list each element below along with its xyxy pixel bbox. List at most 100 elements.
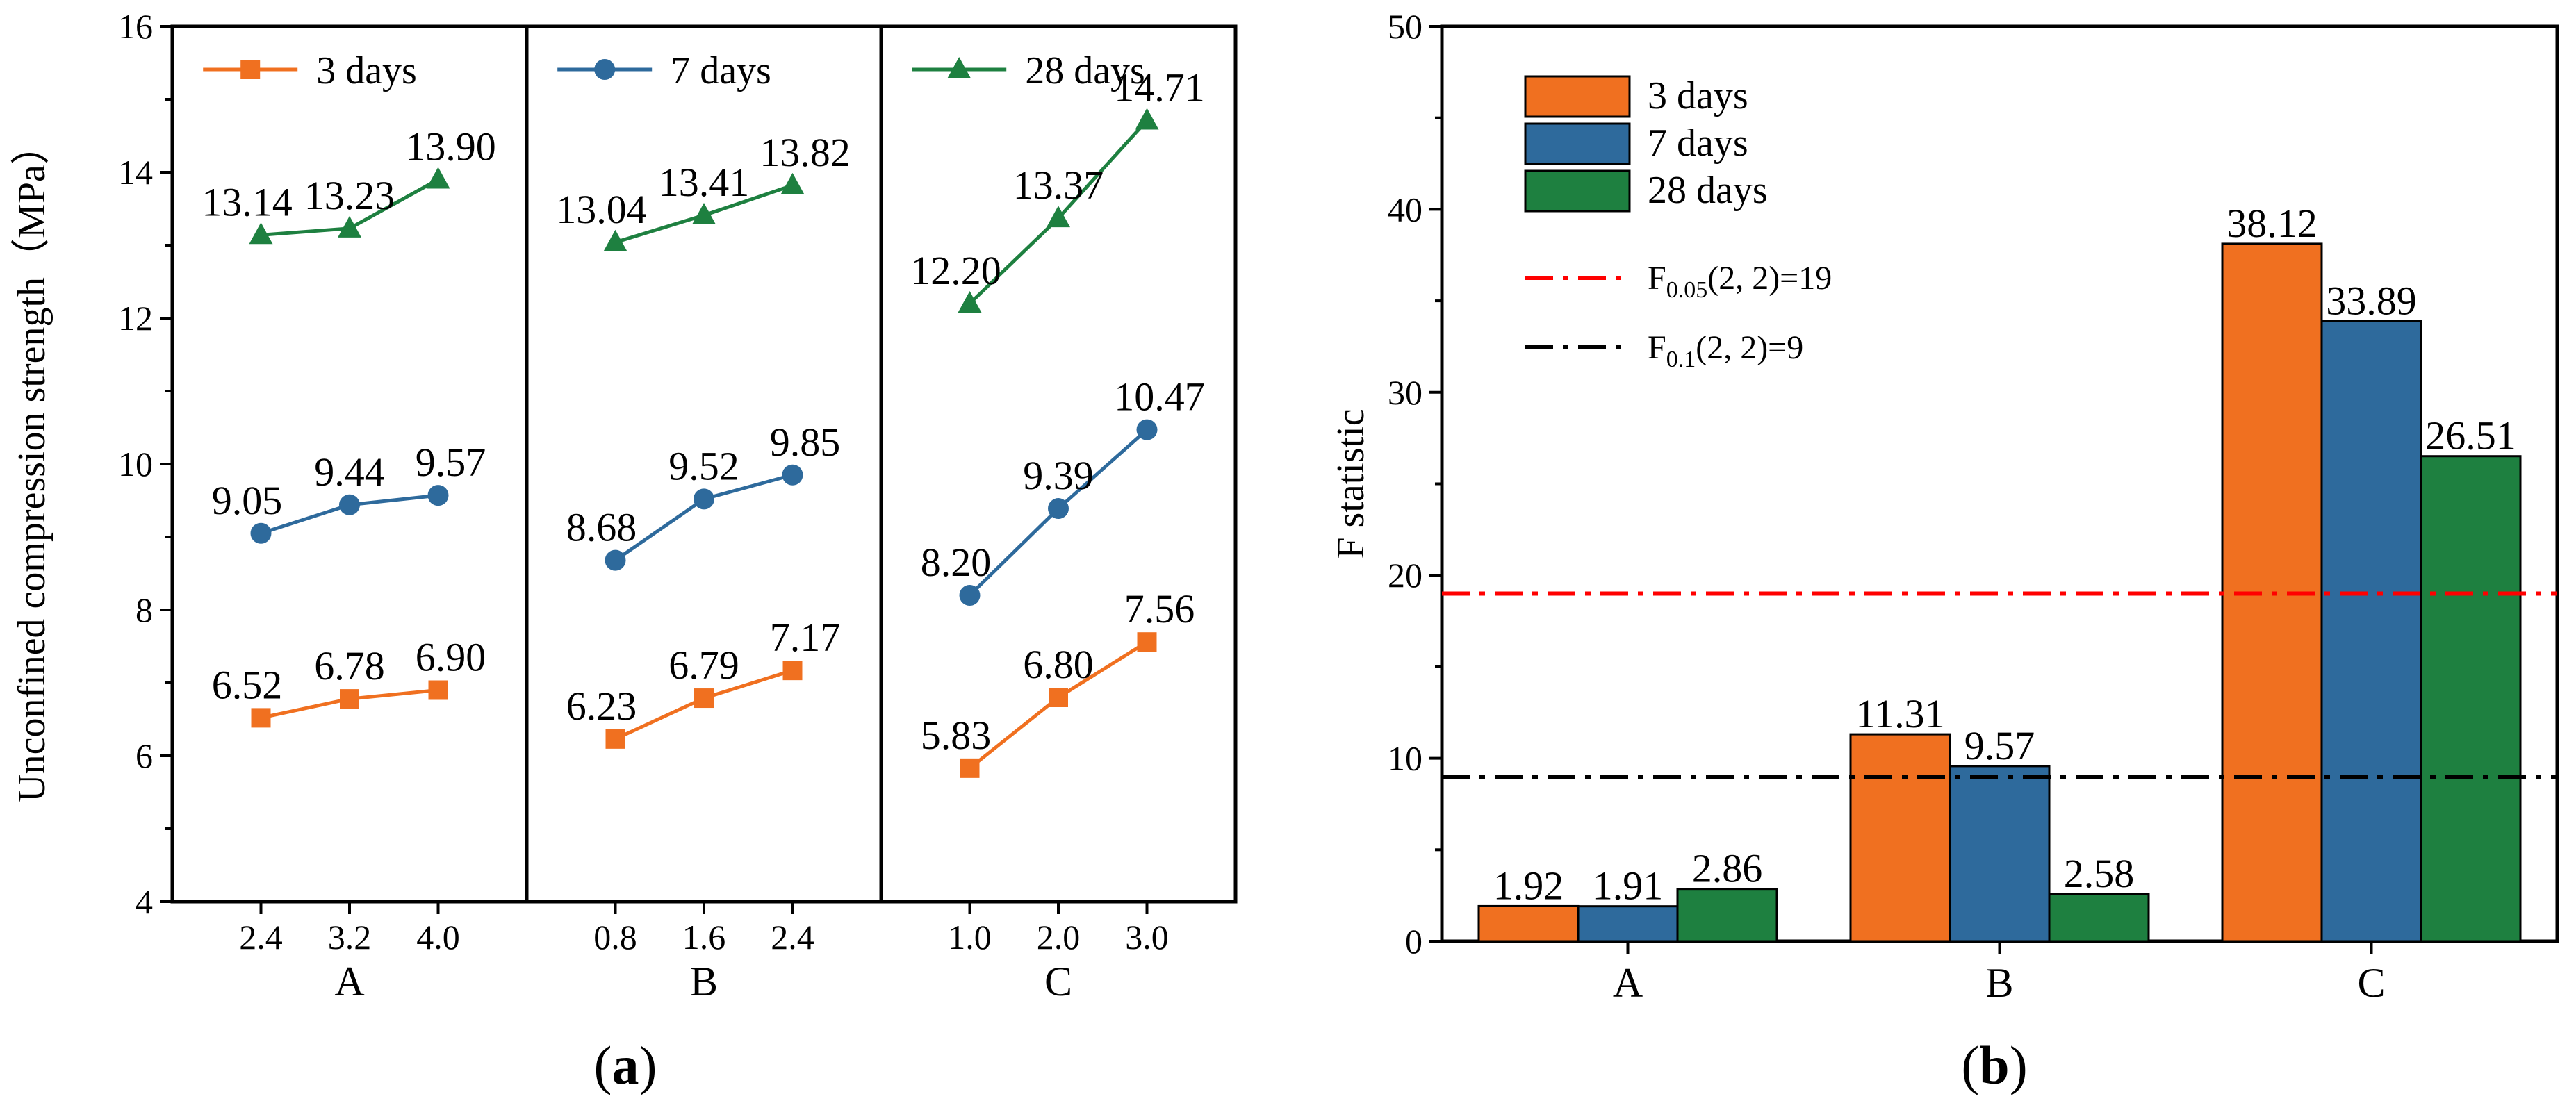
y-tick-label: 10: [118, 445, 153, 483]
data-label: 9.05: [212, 478, 283, 523]
data-label: 14.71: [1114, 65, 1205, 110]
y-tick-label: 8: [136, 590, 153, 629]
x-tick-label: 1.0: [948, 918, 992, 957]
bar-value-label: 38.12: [2226, 201, 2317, 246]
legend-marker: [240, 60, 261, 79]
x-tick-label: A: [1613, 960, 1643, 1006]
x-tick-label: 2.0: [1037, 918, 1081, 957]
data-label: 13.23: [304, 173, 395, 218]
x-tick-label: C: [2357, 960, 2385, 1006]
data-point: [1049, 688, 1068, 707]
x-tick-label: 3.0: [1125, 918, 1169, 957]
data-label: 6.90: [416, 635, 486, 680]
data-point: [694, 488, 714, 510]
data-point: [782, 661, 803, 681]
x-tick-label: B: [1985, 960, 2013, 1006]
bar-value-label: 2.58: [2064, 851, 2135, 896]
legend-ref-label: F0.1(2, 2)=9: [1648, 329, 1803, 372]
legend-label: 28 days: [1648, 169, 1768, 212]
data-point: [603, 229, 627, 251]
legend-label: 7 days: [1648, 122, 1748, 165]
bar: [2420, 455, 2522, 943]
y-tick-label: 10: [1388, 739, 1422, 778]
legend-label: 28 days: [1025, 49, 1145, 92]
data-point: [605, 729, 625, 749]
group-label: A: [334, 959, 364, 1004]
y-tick-label: 30: [1388, 373, 1422, 412]
data-point: [780, 172, 805, 194]
group-label: B: [690, 959, 718, 1004]
data-point: [339, 494, 360, 515]
data-label: 6.80: [1023, 642, 1094, 687]
data-point: [250, 522, 272, 544]
y-tick-label: 12: [118, 299, 153, 338]
legend-marker: [947, 57, 971, 78]
data-point: [694, 688, 714, 709]
data-label: 6.23: [566, 684, 637, 729]
data-label: 10.47: [1114, 374, 1205, 420]
data-label: 13.82: [760, 130, 851, 175]
x-tick-label: 4.0: [416, 918, 460, 957]
legend-swatch: [1524, 122, 1631, 165]
x-tick-label: 1.6: [682, 918, 726, 957]
bar: [1577, 905, 1679, 943]
data-point: [249, 222, 273, 245]
data-label: 7.17: [770, 615, 841, 660]
y-tick-label: 16: [118, 7, 153, 46]
data-label: 13.41: [659, 160, 750, 205]
bar: [2320, 320, 2422, 943]
x-tick-label: 0.8: [593, 918, 637, 957]
bar-value-label: 11.31: [1855, 691, 1944, 736]
panel-a-chart: 4 6 8 10 12 14 16 Unconfined compression streng…: [10, 7, 1238, 1004]
panel-b-chart: 0 10 20 30 40 50 F statistic A 1.92 1.91 2.86 B 11.3…: [1329, 7, 2559, 1006]
group-label: C: [1044, 959, 1072, 1004]
y-tick-label: 0: [1405, 922, 1422, 961]
y-tick-label: 40: [1388, 190, 1422, 229]
bar: [1849, 733, 1951, 943]
data-label: 9.52: [668, 443, 739, 488]
bar-value-label: 1.92: [1493, 863, 1564, 908]
x-tick-label: 2.4: [239, 918, 283, 957]
legend-marker: [594, 59, 616, 80]
panel-b-label: (b): [1961, 1035, 2027, 1095]
data-label: 9.85: [770, 420, 841, 465]
data-point: [1048, 498, 1069, 520]
x-tick-label: 3.2: [328, 918, 372, 957]
data-point: [338, 215, 361, 238]
data-point: [340, 689, 359, 709]
data-point: [692, 202, 716, 224]
data-label: 6.79: [668, 643, 739, 688]
y-tick-label: 4: [136, 882, 153, 921]
y-axis-title: Unconfined compression strength（MPa）: [10, 126, 54, 802]
data-point: [427, 485, 449, 506]
data-point: [605, 549, 626, 571]
data-label: 12.20: [910, 248, 1001, 293]
data-label: 13.90: [405, 124, 496, 169]
legend-swatch: [1524, 169, 1631, 213]
data-point: [1136, 419, 1158, 440]
y-axis-title: F statistic: [1329, 408, 1372, 558]
bar-value-label: 9.57: [1964, 723, 2035, 768]
bar: [1477, 904, 1580, 943]
data-label: 13.14: [202, 179, 293, 224]
data-label: 9.57: [416, 440, 486, 485]
data-point: [1137, 632, 1157, 652]
data-point: [958, 291, 982, 313]
data-label: 8.68: [566, 505, 637, 550]
y-tick-label: 50: [1388, 7, 1422, 46]
bar-value-label: 33.89: [2326, 278, 2417, 323]
data-label: 6.52: [212, 662, 283, 707]
data-label: 13.37: [1013, 163, 1104, 208]
bar: [1676, 888, 1778, 943]
legend-label: 3 days: [316, 49, 417, 92]
bar-value-label: 1.91: [1593, 863, 1664, 909]
data-label: 9.39: [1023, 453, 1094, 498]
data-point: [960, 758, 980, 778]
data-point: [251, 708, 271, 728]
legend-swatch: [1524, 75, 1631, 118]
data-point: [782, 464, 803, 486]
y-tick-label: 14: [118, 153, 153, 192]
bar-value-label: 2.86: [1692, 846, 1763, 891]
bar: [1949, 765, 2051, 943]
data-label: 7.56: [1124, 586, 1195, 631]
